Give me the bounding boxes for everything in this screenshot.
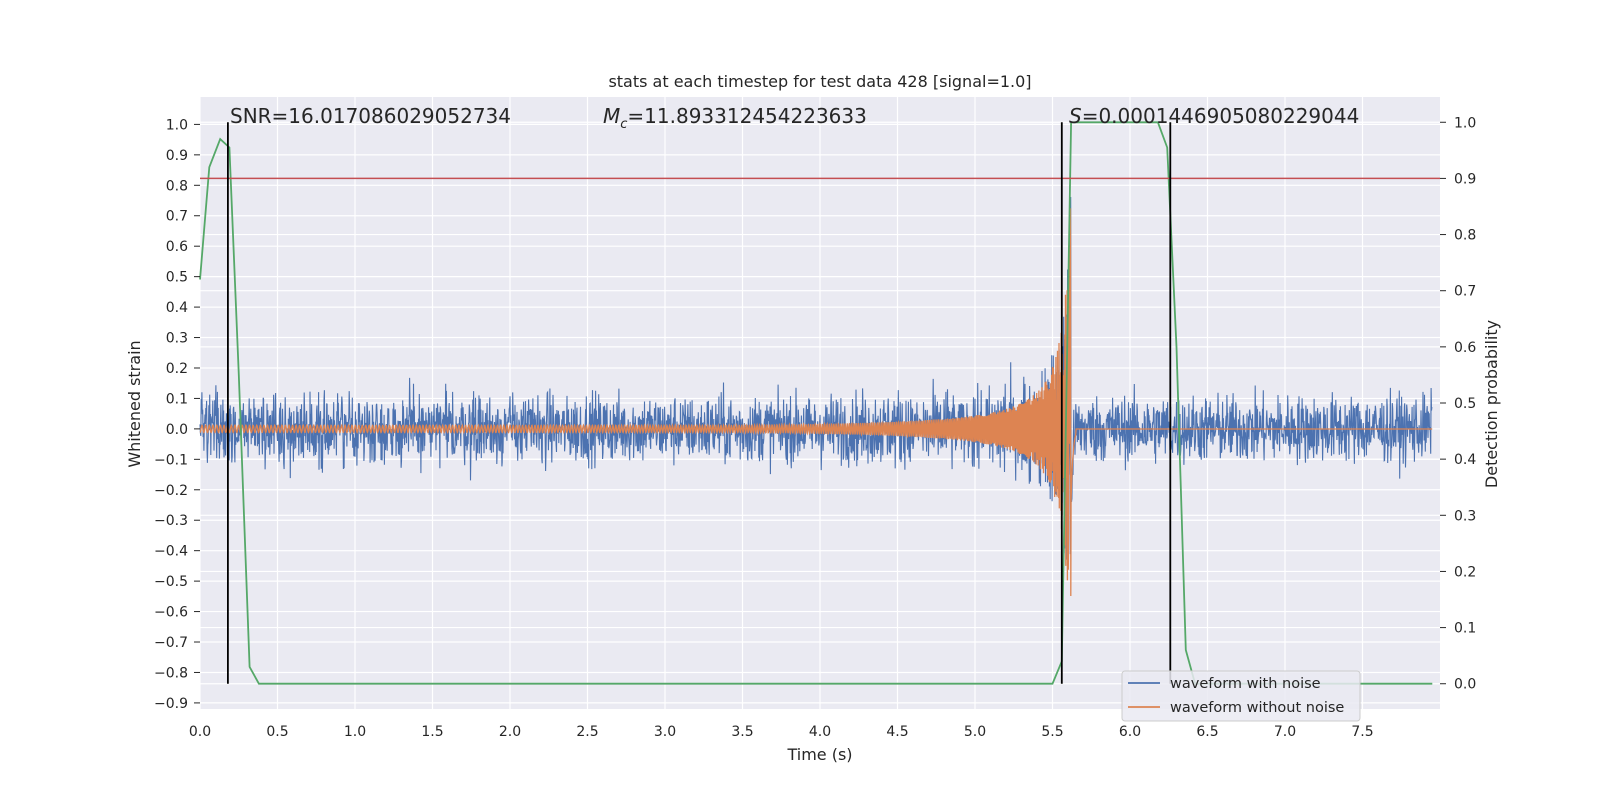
waveform-with-noise-line — [199, 186, 1433, 560]
x-tick-label-9: 4.5 — [886, 724, 908, 740]
y-left-tick-label-12: −0.2 — [154, 483, 188, 499]
y-right-tick-label-0: 1.0 — [1454, 115, 1476, 131]
y-left-tick-label-15: −0.5 — [154, 574, 188, 590]
series-waveform-with-noise — [199, 186, 1433, 560]
y-left-tick-label-1: 0.9 — [166, 148, 188, 164]
y-right-tick-label-10: 0.0 — [1454, 677, 1476, 693]
y-left-tick-label-7: 0.3 — [166, 331, 188, 347]
y-right-tick-label-1: 0.9 — [1454, 171, 1476, 187]
x-tick-label-3: 1.5 — [421, 724, 443, 740]
y-left-tick-label-16: −0.6 — [154, 605, 188, 621]
y-left-tick-label-0: 1.0 — [166, 117, 188, 133]
overlays — [200, 122, 1440, 684]
y-right-tick-label-8: 0.2 — [1454, 564, 1476, 580]
x-tick-label-7: 3.5 — [731, 724, 753, 740]
y-axis-label-right: Detection probability — [1482, 320, 1501, 488]
x-tick-label-5: 2.5 — [576, 724, 598, 740]
legend-box — [1121, 670, 1361, 722]
x-tick-label-6: 3.0 — [654, 724, 676, 740]
y-left-tick-label-4: 0.6 — [166, 239, 188, 255]
y-left-tick-label-17: −0.7 — [154, 635, 188, 651]
y-left-tick-label-18: −0.8 — [154, 665, 188, 681]
y-left-tick-label-2: 0.8 — [166, 178, 188, 194]
x-tick-label-14: 7.0 — [1274, 724, 1296, 740]
y-left-tick-label-11: −0.1 — [154, 452, 188, 468]
x-tick-label-10: 5.0 — [964, 724, 986, 740]
x-tick-label-8: 4.0 — [809, 724, 831, 740]
y-left-tick-label-6: 0.4 — [166, 300, 188, 316]
y-right-tick-label-7: 0.3 — [1454, 508, 1476, 524]
legend-label-clean: waveform without noise — [1170, 700, 1344, 716]
series-waveform-without-noise — [199, 208, 1433, 597]
y-right-tick-label-4: 0.6 — [1454, 340, 1476, 356]
y-left-tick-label-10: 0.0 — [166, 422, 188, 438]
s-symbol: S — [1069, 104, 1082, 128]
x-tick-label-12: 6.0 — [1119, 724, 1141, 740]
x-tick-label-11: 5.5 — [1041, 724, 1063, 740]
s-annotation: S=0.0001446905080229044 — [1069, 104, 1359, 128]
x-tick-label-15: 7.5 — [1351, 724, 1373, 740]
x-tick-label-2: 1.0 — [344, 724, 366, 740]
y-axis-label-left: Whitened strain — [125, 340, 144, 467]
y-left-tick-label-9: 0.1 — [166, 391, 188, 407]
y-left-tick-label-3: 0.7 — [166, 209, 188, 225]
y-right-tick-label-3: 0.7 — [1454, 284, 1476, 300]
x-tick-label-4: 2.0 — [499, 724, 521, 740]
y-right-tick-label-2: 0.8 — [1454, 228, 1476, 244]
y-right-tick-label-5: 0.5 — [1454, 396, 1476, 412]
waveform-without-noise-line — [199, 208, 1433, 597]
s-value: =0.0001446905080229044 — [1082, 104, 1360, 128]
mc-symbol: M — [603, 104, 620, 128]
x-tick-label-13: 6.5 — [1196, 724, 1218, 740]
chart-title: stats at each timestep for test data 428… — [608, 72, 1031, 91]
ticks: 0.0 0.5 1.0 1.5 2.0 2.5 3.0 3.5 4.0 4.5 5.0 5.5 6.0 6… — [154, 115, 1476, 740]
y-right-tick-label-6: 0.4 — [1454, 452, 1476, 468]
y-left-tick-label-14: −0.4 — [154, 544, 188, 560]
mc-value: =11.893312454223633 — [627, 104, 866, 128]
snr-annotation: SNR=16.017086029052734 — [230, 104, 511, 128]
y-left-tick-label-13: −0.3 — [154, 513, 188, 529]
x-tick-label-1: 0.5 — [266, 724, 288, 740]
legend: waveform with noise waveform without noi… — [1121, 670, 1361, 722]
mc-annotation: Mc=11.893312454223633 — [603, 104, 867, 132]
x-axis-label: Time (s) — [786, 745, 852, 764]
x-tick-label-0: 0.0 — [189, 724, 211, 740]
y-right-tick-label-9: 0.1 — [1454, 621, 1476, 637]
mc-subscript: c — [620, 117, 627, 132]
legend-label-noise: waveform with noise — [1170, 676, 1321, 692]
y-left-tick-label-5: 0.5 — [166, 270, 188, 286]
y-left-tick-label-8: 0.2 — [166, 361, 188, 377]
y-left-tick-label-19: −0.9 — [154, 696, 188, 712]
